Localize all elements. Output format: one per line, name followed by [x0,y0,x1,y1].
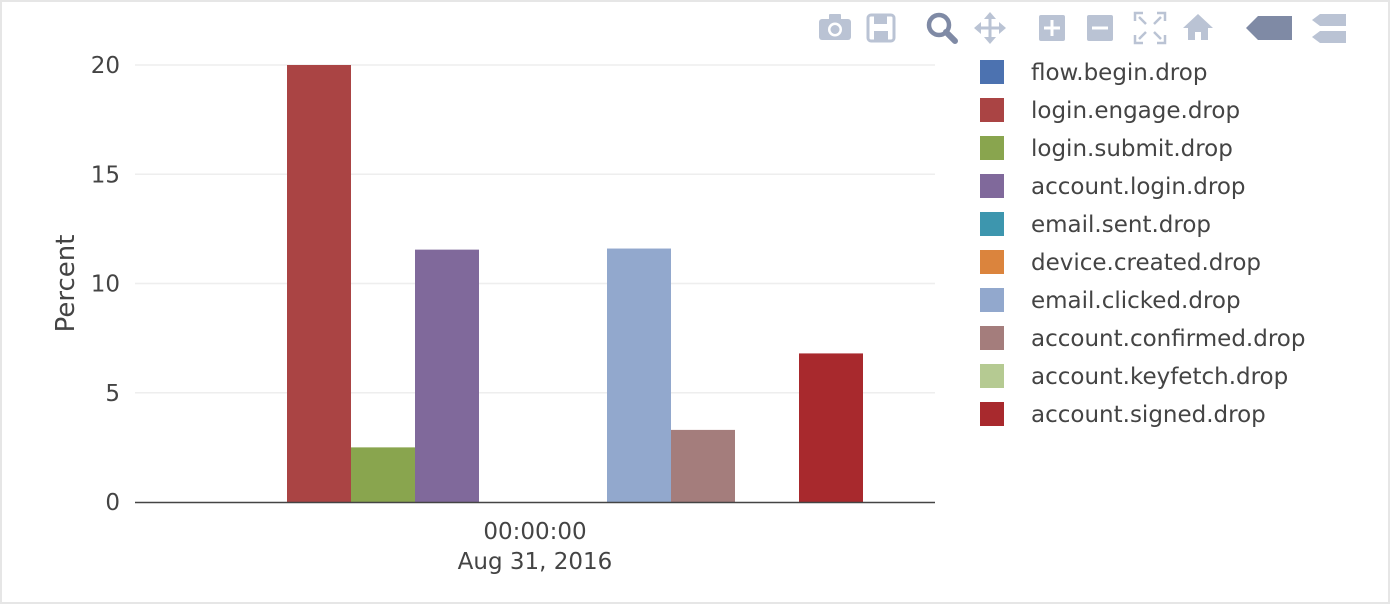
y-tick-label: 10 [91,272,120,298]
legend-item[interactable]: device.created.drop [980,250,1261,276]
legend-item[interactable]: email.sent.drop [980,212,1211,238]
legend-item[interactable]: account.signed.drop [980,402,1266,428]
bar-email-clicked-drop[interactable] [607,248,671,502]
hover-compare-icon[interactable] [1312,14,1346,43]
pan-icon[interactable] [974,12,1006,44]
home-icon[interactable] [1183,14,1213,40]
y-axis-title: Percent [51,235,81,333]
legend-swatch [980,288,1004,312]
y-tick-label: 20 [91,53,120,79]
bars [287,65,863,502]
legend-item[interactable]: login.engage.drop [980,98,1240,124]
legend-swatch [980,326,1004,350]
legend-swatch [980,212,1004,236]
legend-item[interactable]: login.submit.drop [980,136,1233,162]
y-tick-label: 15 [91,162,120,188]
legend-label: login.engage.drop [1031,98,1240,124]
legend: flow.begin.drop login.engage.drop login.su… [980,60,1305,428]
bar-account-login-drop[interactable] [415,249,479,502]
legend-item[interactable]: flow.begin.drop [980,60,1207,86]
modebar [819,11,1346,45]
legend-swatch [980,174,1004,198]
legend-swatch [980,402,1004,426]
legend-label: email.sent.drop [1031,212,1211,238]
x-tick-label-time: 00:00:00 [483,519,586,545]
bar-account-signed-drop[interactable] [799,353,863,502]
legend-label: account.login.drop [1031,174,1246,200]
hover-closest-icon[interactable] [1246,16,1292,40]
legend-label: login.submit.drop [1031,136,1233,162]
camera-icon[interactable] [819,14,851,40]
y-tick-label: 5 [105,381,120,407]
legend-label: account.keyfetch.drop [1031,364,1288,390]
zoom-out-icon[interactable] [1087,15,1113,41]
legend-label: device.created.drop [1031,250,1261,276]
legend-swatch [980,136,1004,160]
bar-login-submit-drop[interactable] [351,447,415,502]
save-icon[interactable] [866,13,896,43]
legend-swatch [980,250,1004,274]
bar-account-confirmed-drop[interactable] [671,429,735,502]
legend-swatch [980,364,1004,388]
zoom-in-icon[interactable] [1039,15,1065,41]
legend-label: email.clicked.drop [1031,288,1241,314]
x-tick-label-date: Aug 31, 2016 [458,549,613,575]
legend-label: flow.begin.drop [1031,60,1207,86]
axes: 0 5 10 15 20 Percent 00:00:00 Aug 31, 2016 [51,53,935,575]
legend-label: account.signed.drop [1031,402,1266,428]
grid-lines [135,64,935,394]
legend-swatch [980,60,1004,84]
legend-item[interactable]: account.confirmed.drop [980,326,1305,352]
bar-login-engage-drop[interactable] [287,65,351,502]
legend-swatch [980,98,1004,122]
legend-item[interactable]: account.login.drop [980,174,1246,200]
autoscale-icon[interactable] [1133,11,1167,45]
legend-item[interactable]: account.keyfetch.drop [980,364,1288,390]
zoom-icon[interactable] [926,12,958,44]
legend-label: account.confirmed.drop [1031,326,1305,352]
y-tick-label: 0 [105,490,120,516]
legend-item[interactable]: email.clicked.drop [980,288,1241,314]
